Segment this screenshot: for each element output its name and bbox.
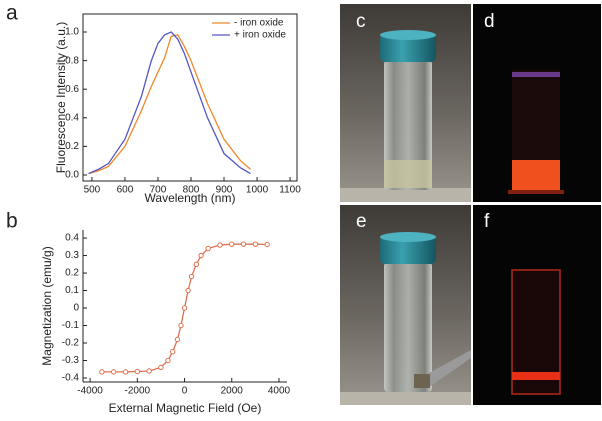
x-tick-label: 500 xyxy=(84,185,101,196)
data-point xyxy=(198,252,204,259)
x-tick-label: 700 xyxy=(150,185,167,196)
y-axis-label: Magnetization (emu/g) xyxy=(40,246,54,365)
data-point xyxy=(240,241,247,247)
data-point xyxy=(229,241,235,247)
data-point xyxy=(178,322,184,329)
data-point xyxy=(146,368,152,374)
y-tick-label: 0.1 xyxy=(65,285,79,296)
photo-d: d xyxy=(473,4,601,202)
y-tick-label: -0.4 xyxy=(62,373,80,384)
series-line xyxy=(88,31,251,175)
photo-e: e xyxy=(340,205,471,405)
data-point xyxy=(205,245,211,252)
photo-label: f xyxy=(484,211,490,232)
data-point xyxy=(170,349,176,355)
x-axis-label: Wavelength (nm) xyxy=(145,191,236,205)
x-axis-label: External Magnetic Field (Oe) xyxy=(109,401,262,415)
y-tick-label: 0.4 xyxy=(65,112,79,123)
y-tick-label: 0.8 xyxy=(65,55,79,66)
data-point xyxy=(174,336,181,343)
plot-frame xyxy=(82,13,298,182)
y-tick-label: 0 xyxy=(73,303,79,314)
photo-label: d xyxy=(484,11,495,32)
x-tick-label: 1100 xyxy=(279,185,301,196)
data-point xyxy=(134,368,141,375)
x-tick-label: 4000 xyxy=(268,386,291,397)
data-point xyxy=(193,261,200,267)
x-tick-label: -4000 xyxy=(77,386,103,397)
y-tick-label: 0.2 xyxy=(65,141,79,152)
x-tick-label: 1000 xyxy=(246,185,269,196)
data-point xyxy=(185,287,191,294)
legend-label: + iron oxide xyxy=(234,30,286,41)
x-tick-label: 900 xyxy=(216,185,233,196)
y-tick-label: 0.6 xyxy=(65,84,79,95)
y-tick-label: 1.0 xyxy=(65,27,79,38)
data-point xyxy=(188,273,195,280)
photo-label: c xyxy=(356,11,366,32)
photo-f: f xyxy=(473,205,601,405)
data-point xyxy=(158,364,164,371)
panel-label: b xyxy=(6,210,18,233)
x-tick-label: 0 xyxy=(182,386,188,397)
y-tick-label: 0.2 xyxy=(65,268,79,279)
x-tick-label: 2000 xyxy=(221,386,244,397)
y-tick-label: -0.3 xyxy=(62,355,80,366)
data-point xyxy=(264,241,270,248)
y-tick-label: 0.4 xyxy=(65,233,79,244)
x-tick-label: 600 xyxy=(117,185,134,196)
y-axis-label: Fluorescence Intensity (a.u.) xyxy=(54,22,68,173)
y-tick-label: -0.1 xyxy=(62,320,80,331)
data-point xyxy=(99,369,105,375)
data-point xyxy=(122,369,129,375)
x-tick-label: 800 xyxy=(183,185,200,196)
y-tick-label: 0.0 xyxy=(65,170,79,181)
data-point xyxy=(181,305,188,311)
data-point xyxy=(217,242,223,248)
photo-label: e xyxy=(356,211,367,232)
data-point xyxy=(165,357,171,364)
data-point xyxy=(252,241,259,247)
charts: 500 600 700 800 900 1000 1100 0.0 0.2 0.4 0.6 0.8 1.… xyxy=(6,2,301,416)
series-line xyxy=(88,34,251,175)
y-tick-label: -0.2 xyxy=(62,338,80,349)
x-tick-label: -2000 xyxy=(125,386,151,397)
y-tick-label: 0.3 xyxy=(65,250,79,261)
data-point xyxy=(110,369,117,375)
legend-label: - iron oxide xyxy=(234,18,284,29)
panel-label: a xyxy=(6,2,18,25)
photo-c: c xyxy=(340,4,471,202)
